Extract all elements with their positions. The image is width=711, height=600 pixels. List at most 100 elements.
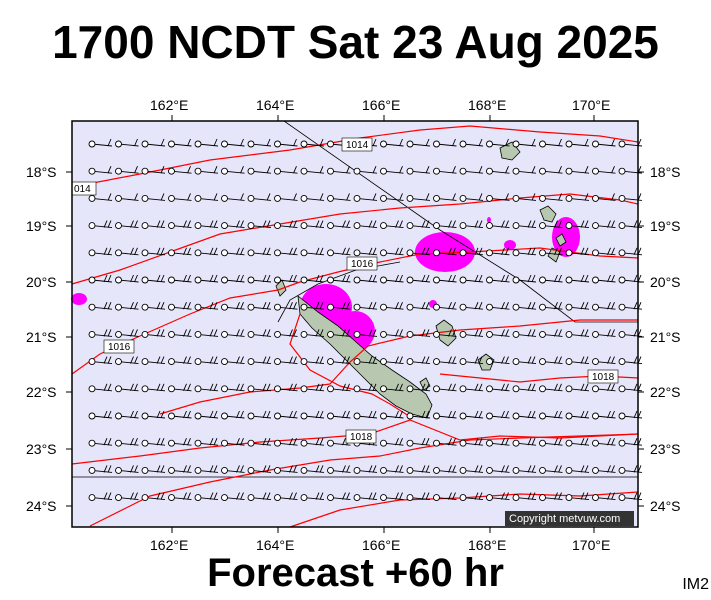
wind-barb xyxy=(406,302,431,311)
wind-barb xyxy=(539,465,563,474)
lat-label: 24°S xyxy=(650,498,681,514)
wind-barb xyxy=(194,383,219,393)
wind-barb xyxy=(221,410,245,420)
wind-barb xyxy=(353,383,378,393)
wind-barb xyxy=(592,193,616,202)
wind-barb xyxy=(141,138,166,148)
wind-barb xyxy=(115,465,139,474)
wind-barb xyxy=(433,465,457,474)
wind-barb xyxy=(327,465,351,474)
wind-barb xyxy=(433,302,457,311)
wind-barb xyxy=(221,302,245,311)
wind-barb xyxy=(300,302,325,311)
isobar-label: 1018 xyxy=(350,432,373,443)
wind-barb xyxy=(380,356,404,366)
wind-barb xyxy=(592,138,616,148)
wind-barb xyxy=(353,302,378,311)
wind-barb xyxy=(512,193,537,202)
wind-barb xyxy=(433,166,457,175)
wind-barb xyxy=(194,329,219,338)
wind-barb xyxy=(539,247,563,257)
wind-barb xyxy=(327,220,351,230)
wind-barb xyxy=(512,166,537,175)
wind-barb xyxy=(565,166,590,175)
wind-barb xyxy=(141,247,166,257)
wind-barb xyxy=(327,247,351,257)
wind-barb xyxy=(141,410,166,420)
wind-barb xyxy=(327,410,351,420)
wind-barb xyxy=(539,138,563,148)
wind-barb xyxy=(88,138,113,148)
wind-barb xyxy=(115,438,139,447)
wind-barb xyxy=(353,193,378,202)
wind-barb xyxy=(406,410,431,420)
isobar-label-group: 1014 014 1016 1016 1018 1018 xyxy=(71,137,619,444)
lon-labels-bottom: 162°E 164°E 166°E 168°E 170°E xyxy=(150,537,610,553)
wind-barb xyxy=(380,193,404,202)
wind-barb xyxy=(115,410,139,420)
wind-barb xyxy=(221,220,245,230)
isobar-line xyxy=(71,247,639,375)
wind-barb xyxy=(88,166,113,175)
rain-area xyxy=(71,293,87,305)
wind-barb xyxy=(194,193,219,202)
wind-barb xyxy=(380,465,404,474)
wind-barb xyxy=(221,465,245,474)
wind-barb xyxy=(486,220,510,230)
wind-barb xyxy=(274,383,298,393)
lat-label: 22°S xyxy=(650,384,681,400)
wind-barb xyxy=(247,220,272,230)
isobar-label: 1014 xyxy=(346,140,369,151)
wind-barb xyxy=(353,356,378,366)
wind-barb xyxy=(592,247,616,257)
wind-barb xyxy=(486,193,510,202)
wind-barb xyxy=(115,329,139,338)
lon-label: 164°E xyxy=(256,97,294,113)
wind-barb xyxy=(88,356,113,366)
wind-barb xyxy=(565,492,590,502)
isobar-line xyxy=(71,125,639,188)
lon-label: 168°E xyxy=(468,537,506,553)
wind-barb xyxy=(300,492,325,502)
wind-barb xyxy=(459,247,484,257)
wind-barb xyxy=(380,302,404,311)
lon-label: 168°E xyxy=(468,97,506,113)
wind-barb xyxy=(168,492,192,502)
wind-barb xyxy=(565,383,590,393)
wind-barb xyxy=(459,138,484,148)
lon-label: 170°E xyxy=(572,97,610,113)
lon-label: 162°E xyxy=(150,537,188,553)
wind-barb xyxy=(353,492,378,502)
wind-barb xyxy=(221,356,245,366)
wind-barb xyxy=(539,302,563,311)
wind-barb xyxy=(380,247,404,257)
wind-barb xyxy=(168,166,192,175)
wind-barb xyxy=(459,193,484,202)
wind-barb xyxy=(486,274,510,284)
wind-barbs xyxy=(88,138,643,502)
tick-marks xyxy=(66,115,644,533)
wind-barb xyxy=(141,302,166,311)
wind-barb xyxy=(486,383,510,393)
wind-barb xyxy=(88,492,113,502)
wind-barb xyxy=(433,383,457,393)
wind-barb xyxy=(406,220,431,230)
wind-barb xyxy=(168,247,192,257)
wind-barb xyxy=(88,438,113,447)
wind-barb xyxy=(274,274,298,284)
wind-barb xyxy=(512,329,537,338)
wind-barb xyxy=(433,220,457,230)
wind-barb xyxy=(512,247,537,257)
wind-barb xyxy=(353,410,378,420)
wind-barb xyxy=(141,356,166,366)
wind-barb xyxy=(247,492,272,502)
wind-barb xyxy=(433,247,457,257)
wind-barb xyxy=(459,302,484,311)
wind-barb xyxy=(618,329,643,338)
isobars xyxy=(71,125,639,528)
wind-barb xyxy=(141,220,166,230)
wind-barb xyxy=(274,220,298,230)
wind-barb xyxy=(141,274,166,284)
wind-barb xyxy=(300,247,325,257)
lon-label: 162°E xyxy=(150,97,188,113)
